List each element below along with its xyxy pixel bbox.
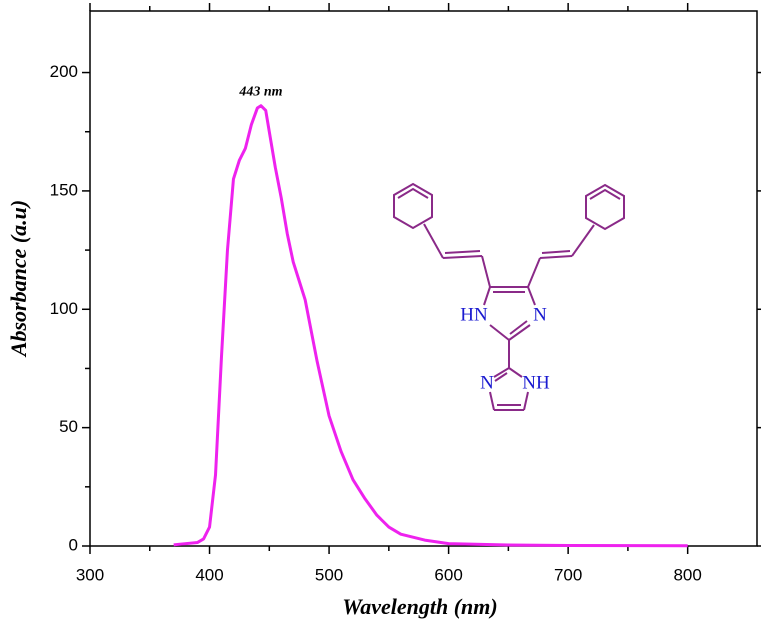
y-tick-label: 100	[50, 299, 78, 318]
x-tick-label: 800	[673, 565, 701, 584]
y-tick-label: 200	[50, 62, 78, 81]
peak-annotation: 443 nm	[238, 85, 282, 100]
x-axis-title: Wavelength (nm)	[342, 594, 497, 619]
atom-label: N	[480, 372, 494, 393]
x-tick-label: 600	[434, 565, 462, 584]
y-tick-label: 0	[69, 535, 78, 554]
data-line	[173, 104, 688, 548]
y-axis-title: Absorbance (a.u)	[6, 200, 31, 358]
y-tick-label: 150	[50, 180, 78, 199]
plot-frame	[89, 10, 758, 547]
molecule: HN N N NH	[393, 182, 625, 411]
atom-label: NH	[522, 372, 550, 393]
x-tick-label: 700	[554, 565, 582, 584]
x-tick-label: 500	[315, 565, 343, 584]
x-tick-label: 300	[76, 565, 104, 584]
atom-label: N	[533, 304, 547, 325]
x-tick-label: 400	[195, 565, 223, 584]
y-tick-label: 50	[59, 417, 78, 436]
atom-label: HN	[460, 304, 488, 325]
